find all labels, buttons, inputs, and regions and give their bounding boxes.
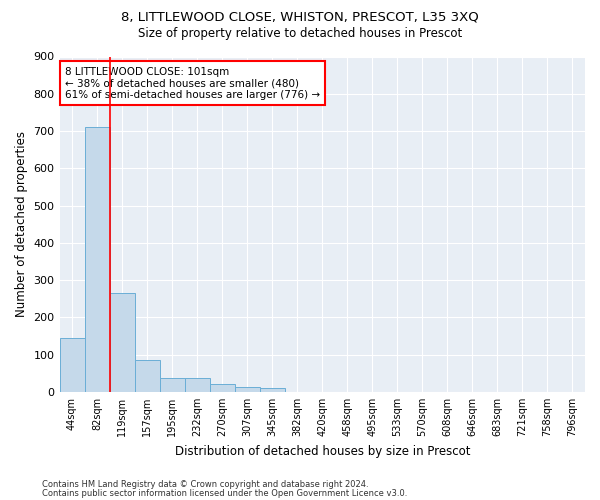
Bar	[160, 378, 185, 392]
Bar	[134, 360, 160, 392]
Text: 8 LITTLEWOOD CLOSE: 101sqm
← 38% of detached houses are smaller (480)
61% of sem: 8 LITTLEWOOD CLOSE: 101sqm ← 38% of deta…	[65, 66, 320, 100]
Text: Contains public sector information licensed under the Open Government Licence v3: Contains public sector information licen…	[42, 489, 407, 498]
Bar	[235, 388, 260, 392]
Text: Contains HM Land Registry data © Crown copyright and database right 2024.: Contains HM Land Registry data © Crown c…	[42, 480, 368, 489]
Bar	[59, 338, 85, 392]
Text: Size of property relative to detached houses in Prescot: Size of property relative to detached ho…	[138, 28, 462, 40]
X-axis label: Distribution of detached houses by size in Prescot: Distribution of detached houses by size …	[175, 444, 470, 458]
Y-axis label: Number of detached properties: Number of detached properties	[15, 131, 28, 317]
Text: 8, LITTLEWOOD CLOSE, WHISTON, PRESCOT, L35 3XQ: 8, LITTLEWOOD CLOSE, WHISTON, PRESCOT, L…	[121, 10, 479, 23]
Bar	[185, 378, 209, 392]
Bar	[85, 128, 110, 392]
Bar	[209, 384, 235, 392]
Bar	[260, 388, 285, 392]
Bar	[110, 293, 134, 392]
